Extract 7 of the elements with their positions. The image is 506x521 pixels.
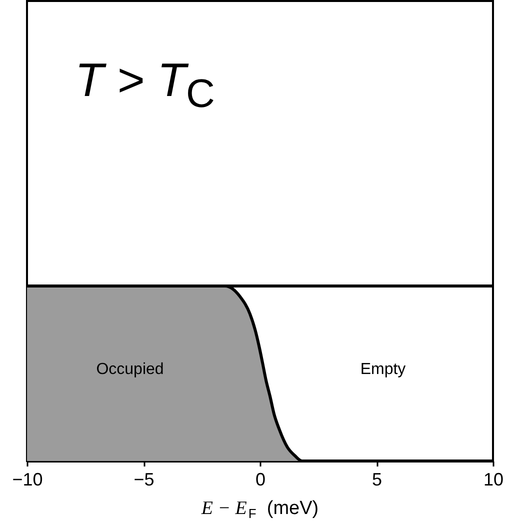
x-tick-label: −5 [134, 470, 154, 490]
annotation: Occupied [96, 361, 164, 378]
x-tick-label: −10 [12, 470, 43, 490]
x-tick-label: 5 [372, 470, 382, 490]
x-tick-label: 0 [255, 470, 266, 490]
x-tick-label: 10 [483, 470, 504, 490]
annotation: Empty [360, 361, 406, 378]
